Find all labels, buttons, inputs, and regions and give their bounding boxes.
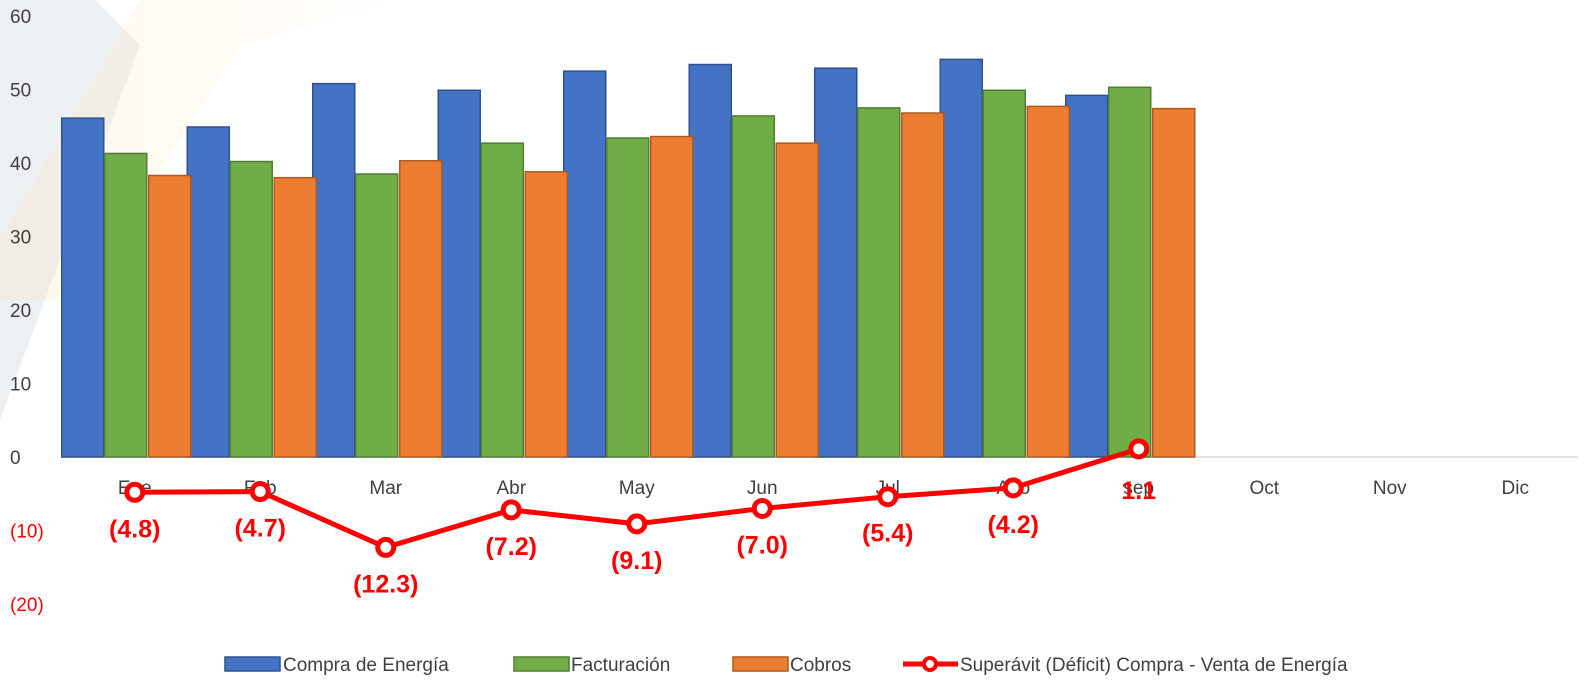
bar bbox=[606, 137, 650, 458]
y-tick-label: 40 bbox=[10, 154, 31, 175]
y-tick-label: 0 bbox=[10, 448, 21, 469]
x-tick-label: Nov bbox=[1373, 478, 1407, 499]
bar bbox=[61, 117, 105, 458]
x-axis: EneFebMarAbrMayJunJulAgosepOctNovDic bbox=[72, 456, 1578, 499]
bar bbox=[273, 176, 317, 458]
data-label: (7.2) bbox=[486, 533, 537, 561]
bar bbox=[1108, 86, 1152, 458]
legend-label: Compra de Energía bbox=[283, 655, 449, 676]
bar bbox=[901, 112, 945, 458]
line-point bbox=[500, 499, 522, 521]
data-label: 1.1 bbox=[1121, 477, 1156, 505]
legend-swatch bbox=[224, 656, 281, 672]
line-series-group: (4.8) (4.7) (12.3) (7.2) (9.1) (7.0) (5.4) (4.2… bbox=[109, 438, 1156, 598]
legend-label: Superávit (Déficit) Compra - Venta de En… bbox=[960, 655, 1348, 676]
y-tick-label: 50 bbox=[10, 81, 31, 102]
data-label: (7.0) bbox=[737, 531, 788, 559]
legend-label: Facturación bbox=[571, 655, 670, 676]
data-label: (4.2) bbox=[988, 511, 1039, 539]
bar bbox=[650, 135, 694, 458]
bar bbox=[939, 58, 983, 458]
data-label: (9.1) bbox=[611, 547, 662, 575]
data-label: (4.7) bbox=[235, 515, 286, 543]
bar bbox=[857, 107, 901, 458]
bar bbox=[731, 115, 775, 458]
bar bbox=[982, 89, 1026, 458]
bar bbox=[399, 160, 443, 458]
line-point bbox=[626, 513, 648, 535]
y-tick-label: (20) bbox=[10, 595, 44, 616]
legend: Compra de Energía Facturación Cobros Superá… bbox=[224, 655, 1348, 676]
bar bbox=[186, 126, 230, 458]
line-point bbox=[1002, 477, 1024, 499]
x-tick-label: Dic bbox=[1502, 478, 1529, 499]
bar bbox=[524, 171, 568, 458]
line-point bbox=[249, 481, 271, 503]
bar bbox=[1026, 105, 1070, 458]
y-axis: 60 50 40 30 20 10 0 (10) (20) bbox=[10, 7, 44, 616]
bar bbox=[229, 160, 273, 458]
x-tick-label: Mar bbox=[369, 478, 402, 499]
data-label: (5.4) bbox=[862, 520, 913, 548]
bar bbox=[563, 70, 607, 458]
x-tick-label: Jun bbox=[747, 478, 778, 499]
bar bbox=[814, 67, 858, 458]
bar bbox=[355, 173, 399, 458]
legend-marker bbox=[922, 656, 938, 672]
x-tick-label: sep bbox=[1123, 478, 1154, 499]
bar bbox=[688, 63, 732, 458]
bar bbox=[312, 82, 356, 458]
bar bbox=[437, 89, 481, 458]
data-label: (12.3) bbox=[353, 570, 418, 598]
line-point bbox=[1128, 438, 1150, 460]
y-tick-label: (10) bbox=[10, 522, 44, 543]
x-tick-label: Oct bbox=[1249, 478, 1279, 499]
legend-swatch bbox=[732, 656, 789, 672]
y-tick-label: 30 bbox=[10, 228, 31, 249]
bar bbox=[775, 142, 819, 458]
bar bbox=[148, 174, 192, 458]
legend-label: Cobros bbox=[790, 655, 851, 676]
legend-swatch bbox=[513, 656, 570, 672]
bar bbox=[1152, 107, 1196, 458]
y-tick-label: 60 bbox=[10, 7, 31, 28]
line-point bbox=[877, 486, 899, 508]
x-tick-label: Abr bbox=[496, 478, 526, 499]
data-label: (4.8) bbox=[109, 515, 160, 543]
bar bbox=[480, 142, 524, 458]
line-point bbox=[124, 481, 146, 503]
line-point bbox=[375, 536, 397, 558]
x-tick-label: May bbox=[619, 478, 655, 499]
y-tick-label: 20 bbox=[10, 301, 31, 322]
bar bbox=[104, 152, 148, 458]
y-tick-label: 10 bbox=[10, 375, 31, 396]
bar bbox=[1065, 94, 1109, 458]
line-point bbox=[751, 497, 773, 519]
bar-series-group bbox=[61, 58, 1196, 458]
